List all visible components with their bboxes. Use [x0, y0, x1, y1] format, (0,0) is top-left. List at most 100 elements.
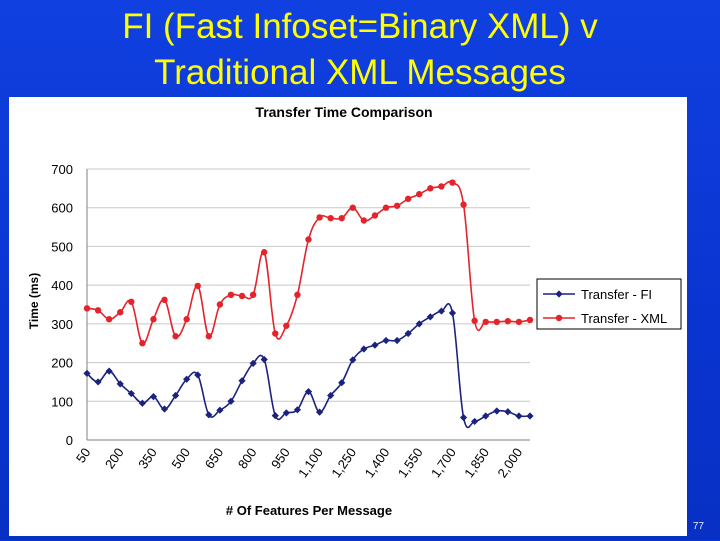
data-point [105, 367, 113, 375]
data-point [526, 412, 534, 420]
chart-title: Transfer Time Comparison [255, 104, 432, 120]
data-point [83, 369, 91, 378]
data-point [216, 301, 224, 308]
data-point [216, 406, 224, 414]
data-point [238, 292, 246, 300]
series-xml [83, 179, 534, 347]
x-tick-label: 350 [135, 445, 160, 471]
data-point [382, 336, 390, 345]
data-point [504, 408, 512, 416]
x-tick-label: 1,700 [428, 445, 459, 480]
data-point [116, 380, 124, 388]
x-tick-label: 200 [102, 445, 127, 471]
data-point [183, 375, 191, 383]
data-point [305, 236, 312, 243]
transfer-time-chart: Transfer Time Comparison 0 100 200 300 400 50… [27, 104, 682, 518]
data-point [150, 316, 157, 323]
data-point [205, 411, 213, 419]
data-point [117, 309, 124, 316]
data-point [338, 214, 345, 222]
data-point [260, 355, 268, 364]
data-point [393, 202, 401, 209]
data-point [515, 412, 523, 420]
x-tick-label: 950 [268, 445, 293, 471]
data-point [261, 249, 268, 256]
data-point [139, 340, 146, 347]
slide-title-line-1: FI (Fast Infoset=Binary XML) v [122, 7, 598, 46]
data-point [205, 333, 213, 340]
data-point [393, 336, 401, 345]
data-point [404, 329, 412, 338]
x-tick-label: 1,550 [395, 445, 426, 480]
data-point [272, 330, 279, 337]
data-point [426, 313, 434, 321]
data-point [271, 412, 279, 420]
chart-panel: Transfer Time Comparison 0 100 200 300 400 50… [9, 97, 687, 536]
data-point [382, 204, 390, 211]
data-point [526, 316, 534, 324]
data-point [138, 399, 146, 407]
y-tick-label: 600 [51, 201, 73, 216]
data-point [128, 298, 135, 305]
data-point [172, 391, 180, 400]
data-point [227, 397, 235, 405]
data-point [404, 195, 412, 203]
data-point [94, 307, 102, 314]
data-point [194, 282, 201, 290]
legend-label: Transfer - XML [581, 311, 667, 326]
data-point [471, 417, 479, 426]
data-point [327, 214, 334, 222]
x-tick-label: 500 [168, 445, 193, 471]
data-point [482, 318, 489, 326]
data-point [360, 217, 368, 224]
data-point [249, 291, 257, 299]
x-tick-label: 650 [202, 445, 227, 471]
slide-title: FI (Fast Infoset=Binary XML) v Tradition… [0, 4, 720, 96]
data-point [437, 307, 445, 315]
y-tick-label: 0 [66, 433, 73, 448]
data-point [438, 183, 445, 190]
slide-title-line-2: Traditional XML Messages [154, 53, 566, 92]
data-point [83, 305, 91, 312]
data-point [282, 409, 290, 417]
series-fi [83, 302, 534, 429]
data-point [493, 407, 501, 415]
data-point [227, 291, 235, 299]
y-tick-label: 700 [51, 162, 73, 177]
x-axis-label: # Of Features Per Message [226, 503, 392, 518]
data-point [315, 408, 324, 416]
data-point [416, 190, 423, 198]
y-axis-label: Time (ms) [27, 273, 41, 329]
data-point [349, 204, 356, 211]
data-point [515, 318, 523, 326]
axes: 0 100 200 300 400 500 600 700 50 200 350 500 650 800 9… [51, 162, 530, 480]
data-point [283, 322, 290, 329]
data-point [94, 378, 102, 386]
data-point [338, 379, 346, 387]
data-point [371, 341, 379, 349]
data-point [161, 296, 168, 304]
x-tick-label: 1,250 [328, 445, 359, 480]
data-point [448, 309, 457, 317]
legend: Transfer - FI Transfer - XML [536, 278, 682, 330]
data-point [471, 317, 478, 324]
y-tick-label: 100 [51, 394, 73, 409]
data-point [304, 388, 313, 396]
data-point [493, 318, 500, 326]
data-point [194, 371, 202, 379]
x-tick-label: 50 [73, 445, 94, 465]
y-tick-label: 400 [51, 278, 73, 293]
legend-box [536, 278, 682, 330]
y-tick-label: 200 [51, 356, 73, 371]
data-point [172, 333, 179, 340]
data-point [327, 391, 335, 400]
data-point [482, 412, 490, 420]
y-tick-label: 300 [51, 317, 73, 332]
slide-number: 77 [692, 521, 704, 532]
data-point [427, 185, 434, 192]
data-point [294, 291, 301, 299]
x-tick-label: 1,850 [461, 445, 492, 480]
data-point [504, 317, 512, 325]
data-point [127, 389, 135, 398]
data-point [460, 201, 467, 208]
